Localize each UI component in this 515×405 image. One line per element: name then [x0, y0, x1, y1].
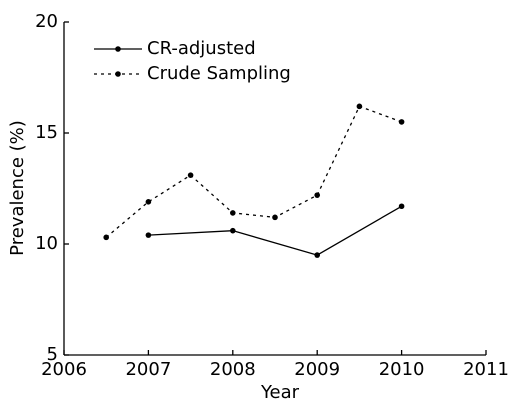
data-point [230, 227, 236, 234]
y-tick-label: 15 [35, 122, 58, 143]
legend-marker [115, 46, 121, 52]
x-tick-label: 2010 [379, 359, 425, 380]
x-tick-label: 2011 [463, 359, 509, 380]
data-point [103, 234, 109, 241]
data-point [356, 103, 363, 110]
series-line [105, 105, 402, 238]
y-tick-label: 20 [35, 11, 58, 32]
x-tick-label: 2006 [41, 359, 87, 380]
data-point [314, 192, 321, 198]
x-tick-label: 2007 [125, 359, 171, 380]
y-axis-label: Prevalence (%) [7, 120, 28, 256]
y-tick-label: 5 [47, 344, 58, 365]
data-point [272, 214, 278, 221]
data-point [398, 119, 405, 125]
data-point [230, 210, 236, 216]
y-tick-label: 10 [35, 233, 58, 254]
data-point [145, 199, 152, 205]
data-point [145, 232, 152, 238]
data-point [314, 252, 321, 258]
data-point [398, 203, 405, 210]
x-tick-label: 2009 [294, 359, 340, 380]
x-tick-label: 2008 [210, 359, 256, 380]
legend-label: CR-adjusted [147, 38, 256, 59]
data-point [187, 172, 194, 178]
legend-label: Crude Sampling [147, 63, 291, 84]
legend-marker [115, 71, 121, 77]
series-line [148, 205, 402, 256]
x-axis-label: Year [260, 382, 300, 403]
